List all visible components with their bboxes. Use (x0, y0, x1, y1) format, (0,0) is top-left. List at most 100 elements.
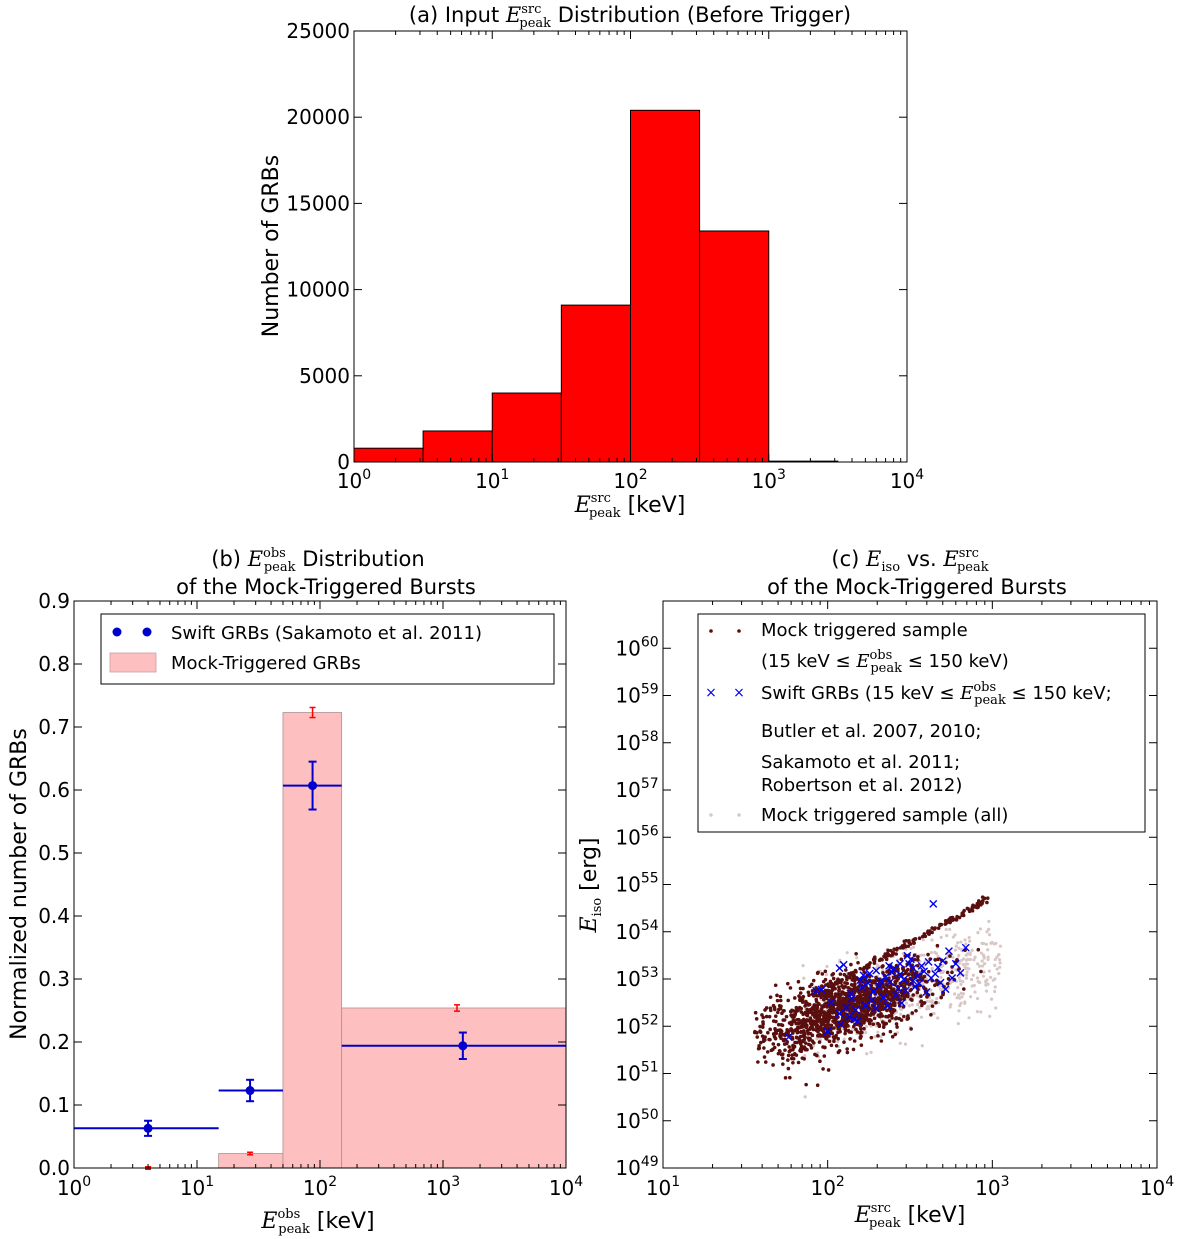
swift-point (143, 1123, 153, 1133)
swift-point (899, 975, 908, 984)
mock-point (828, 979, 833, 984)
swift-point (920, 967, 929, 976)
mock-point (771, 1032, 776, 1036)
mock-point (872, 1016, 877, 1021)
swift-point (856, 976, 865, 985)
mock-point (826, 984, 831, 988)
y-tick-label: 1050 (615, 1107, 658, 1133)
mock-point (761, 1020, 765, 1024)
mock-all-point (976, 962, 980, 966)
mock-point (788, 986, 793, 990)
mock-triggered-points (752, 895, 990, 1088)
x-axis-label-a: Esrc peak [keV] (574, 491, 686, 521)
mock-all-point (956, 1022, 960, 1026)
swift-point (846, 989, 855, 998)
histogram-bar (491, 392, 562, 463)
mock-point (796, 1060, 801, 1065)
mock-point (829, 994, 834, 998)
mock-point (902, 939, 907, 944)
mock-all-point (949, 1002, 953, 1007)
mock-point (979, 969, 983, 974)
swift-point (906, 955, 915, 964)
mock-all-point (948, 1005, 952, 1009)
mock-all-point (953, 992, 957, 996)
mock-point (833, 992, 838, 996)
swift-point (839, 960, 848, 969)
mock-point (855, 995, 860, 999)
mock-all-point (981, 974, 986, 978)
mock-all-point (987, 933, 992, 937)
mock-point (760, 1013, 764, 1017)
mock-point (977, 902, 982, 906)
mock-point (953, 917, 958, 922)
mock-all-point (995, 967, 999, 971)
mock-point (880, 1014, 885, 1018)
legend-swift-marker: × (705, 685, 717, 701)
mock-point (877, 998, 881, 1002)
swift-point (458, 1041, 468, 1051)
mock-point (764, 1014, 769, 1019)
mock-point (832, 1026, 836, 1030)
mock-point (946, 976, 951, 981)
mock-point (806, 1031, 811, 1036)
mock-point (800, 1000, 805, 1004)
mock-point (900, 994, 904, 998)
mock-point (840, 977, 844, 982)
mock-point (859, 1013, 864, 1017)
mock-point (851, 1003, 855, 1007)
mock-point (883, 987, 888, 991)
mock-point (935, 943, 940, 948)
mock-point (771, 1063, 775, 1067)
swift-point (864, 979, 873, 988)
swift-point (842, 1003, 851, 1012)
mock-point (780, 1052, 785, 1056)
swift-point (858, 983, 867, 992)
y-tick-label: 0.9 (38, 589, 70, 613)
y-tick-label: 1057 (615, 776, 658, 802)
mock-all-point (957, 1009, 961, 1013)
mock-point (883, 955, 888, 960)
mock-point (831, 1007, 836, 1012)
mock-point (840, 1016, 845, 1020)
mock-point (826, 1013, 831, 1017)
mock-all-point (968, 939, 972, 943)
y-tick-label: 1060 (615, 634, 658, 660)
mock-point (841, 990, 846, 995)
mock-point (881, 964, 885, 968)
mock-all-point (978, 980, 982, 985)
mock-point (863, 1012, 868, 1017)
x-tick-label: 101 (646, 1174, 680, 1200)
mock-point (893, 979, 897, 984)
mock-point (837, 988, 841, 993)
mock-point (807, 993, 811, 998)
x-axis-label-c: Esrc peak [keV] (854, 1201, 966, 1231)
swift-point (827, 998, 836, 1007)
mock-all-point (970, 948, 974, 952)
swift-point (851, 1006, 860, 1015)
mock-point (792, 996, 797, 1000)
mock-point (894, 1022, 899, 1026)
swift-point (917, 961, 926, 970)
mock-point (824, 993, 829, 997)
mock-point (761, 1037, 766, 1041)
mock-point (886, 997, 891, 1001)
mock-point (881, 1020, 885, 1024)
mock-point (818, 1059, 822, 1064)
mock-all-point (998, 961, 1002, 965)
mock-all-point (925, 999, 929, 1003)
mock-all-point (903, 1042, 908, 1046)
mock-point (823, 1024, 828, 1028)
mock-all-point (876, 1030, 880, 1034)
mock-all-point (920, 1044, 924, 1048)
mock-point (790, 1053, 794, 1057)
mock-point (886, 948, 890, 953)
mock-point (824, 1019, 829, 1024)
mock-point (834, 1033, 838, 1038)
swift-point (931, 969, 940, 978)
mock-point (803, 1041, 808, 1045)
mock-all-point (899, 1012, 903, 1016)
mock-all-point (930, 938, 934, 942)
mock-point (829, 1043, 834, 1048)
swift-point (883, 1001, 892, 1010)
mock-point (944, 921, 948, 926)
